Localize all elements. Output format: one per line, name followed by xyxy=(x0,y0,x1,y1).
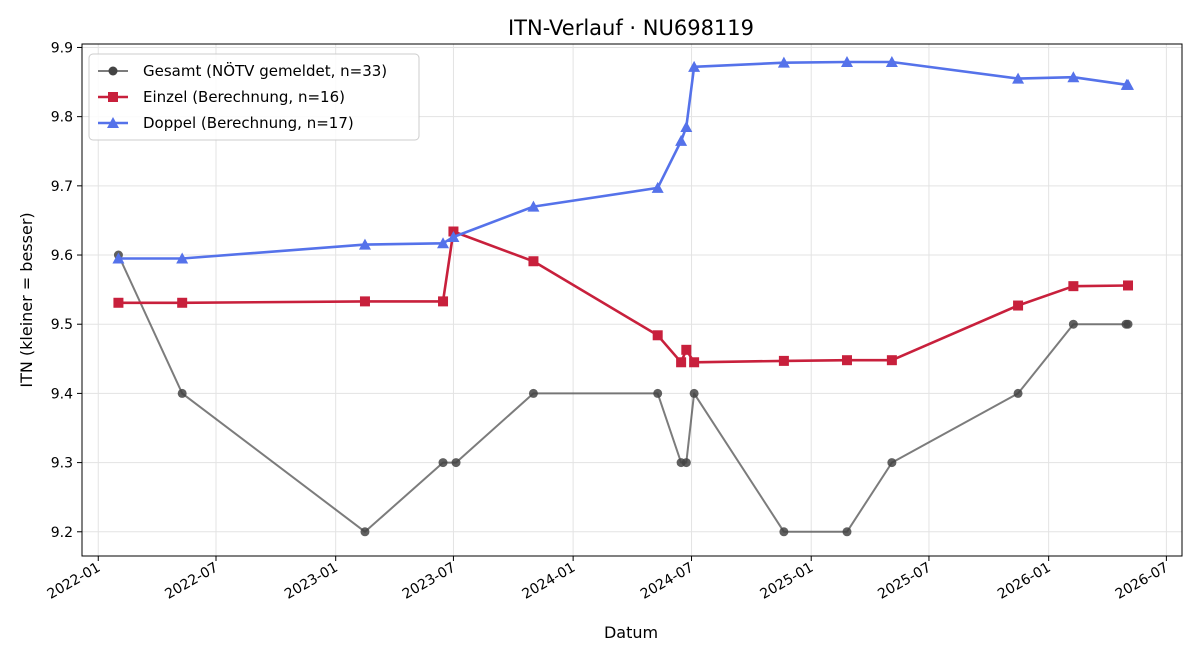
data-point xyxy=(451,458,461,468)
data-point xyxy=(447,231,460,243)
data-point xyxy=(885,55,898,67)
data-point xyxy=(652,330,663,341)
y-tick-label: 9.8 xyxy=(51,110,73,126)
y-tick-label: 9.4 xyxy=(51,386,73,402)
data-point xyxy=(438,296,449,307)
y-tick-label: 9.7 xyxy=(51,179,73,195)
data-point xyxy=(358,238,371,250)
legend-marker xyxy=(107,117,119,128)
y-tick-label: 9.2 xyxy=(51,525,73,541)
legend-label: Einzel (Berechnung, n=16) xyxy=(143,88,345,106)
y-axis: 9.2 9.3 9.4 9.5 9.6 9.7 9.8 9.9 xyxy=(51,40,82,541)
data-point xyxy=(176,252,189,264)
data-point xyxy=(777,56,790,68)
data-point xyxy=(1068,319,1078,329)
legend-label: Gesamt (NÖTV gemeldet, n=33) xyxy=(143,61,387,80)
legend-marker xyxy=(108,66,118,76)
y-tick-label: 9.5 xyxy=(51,317,73,333)
data-point xyxy=(1123,319,1133,329)
data-point xyxy=(1123,280,1134,291)
plot-area-frame xyxy=(81,43,1183,557)
legend: Gesamt (NÖTV gemeldet, n=33) Einzel (Bere… xyxy=(88,53,420,141)
x-axis-label: Datum xyxy=(604,623,658,642)
data-point xyxy=(528,256,539,267)
data-point xyxy=(841,355,852,366)
series-1 xyxy=(113,250,1133,537)
legend-label: Doppel (Berechnung, n=17) xyxy=(143,114,354,132)
data-point xyxy=(681,458,691,468)
data-point xyxy=(840,55,853,67)
data-point xyxy=(681,344,692,355)
data-point xyxy=(177,388,187,398)
data-point xyxy=(651,181,664,193)
data-point xyxy=(779,527,789,537)
data-point xyxy=(1013,300,1024,311)
data-point xyxy=(676,357,687,368)
data-point xyxy=(1068,281,1079,292)
data-point xyxy=(778,355,789,366)
data-point xyxy=(437,237,450,249)
data-point xyxy=(438,458,448,468)
data-point xyxy=(527,200,540,212)
data-point xyxy=(886,355,897,366)
data-point xyxy=(887,458,897,468)
data-point xyxy=(688,60,701,72)
legend-marker xyxy=(108,92,118,102)
data-point xyxy=(113,297,124,308)
data-point xyxy=(653,388,663,398)
series-layer xyxy=(112,55,1135,537)
y-tick-label: 9.9 xyxy=(51,40,73,56)
series-3 xyxy=(112,55,1135,264)
data-point xyxy=(675,134,688,146)
data-point xyxy=(689,357,700,368)
data-point xyxy=(112,252,125,264)
legend-box xyxy=(88,53,420,141)
series-line xyxy=(118,230,1129,364)
y-tick-label: 9.3 xyxy=(51,456,73,472)
data-point xyxy=(680,121,693,133)
data-point xyxy=(528,388,538,398)
data-point xyxy=(360,527,370,537)
data-point xyxy=(689,388,699,398)
y-axis-label: ITN (kleiner = besser) xyxy=(17,212,36,387)
y-tick-label: 9.6 xyxy=(51,248,73,264)
series-2 xyxy=(113,226,1134,368)
chart-title: ITN-Verlauf · NU698119 xyxy=(508,16,754,40)
data-point xyxy=(1067,71,1080,83)
data-point xyxy=(842,527,852,537)
data-point xyxy=(177,297,188,308)
data-point xyxy=(1012,72,1025,84)
data-point xyxy=(1122,78,1135,90)
data-point xyxy=(1013,388,1023,398)
data-point xyxy=(359,296,370,307)
